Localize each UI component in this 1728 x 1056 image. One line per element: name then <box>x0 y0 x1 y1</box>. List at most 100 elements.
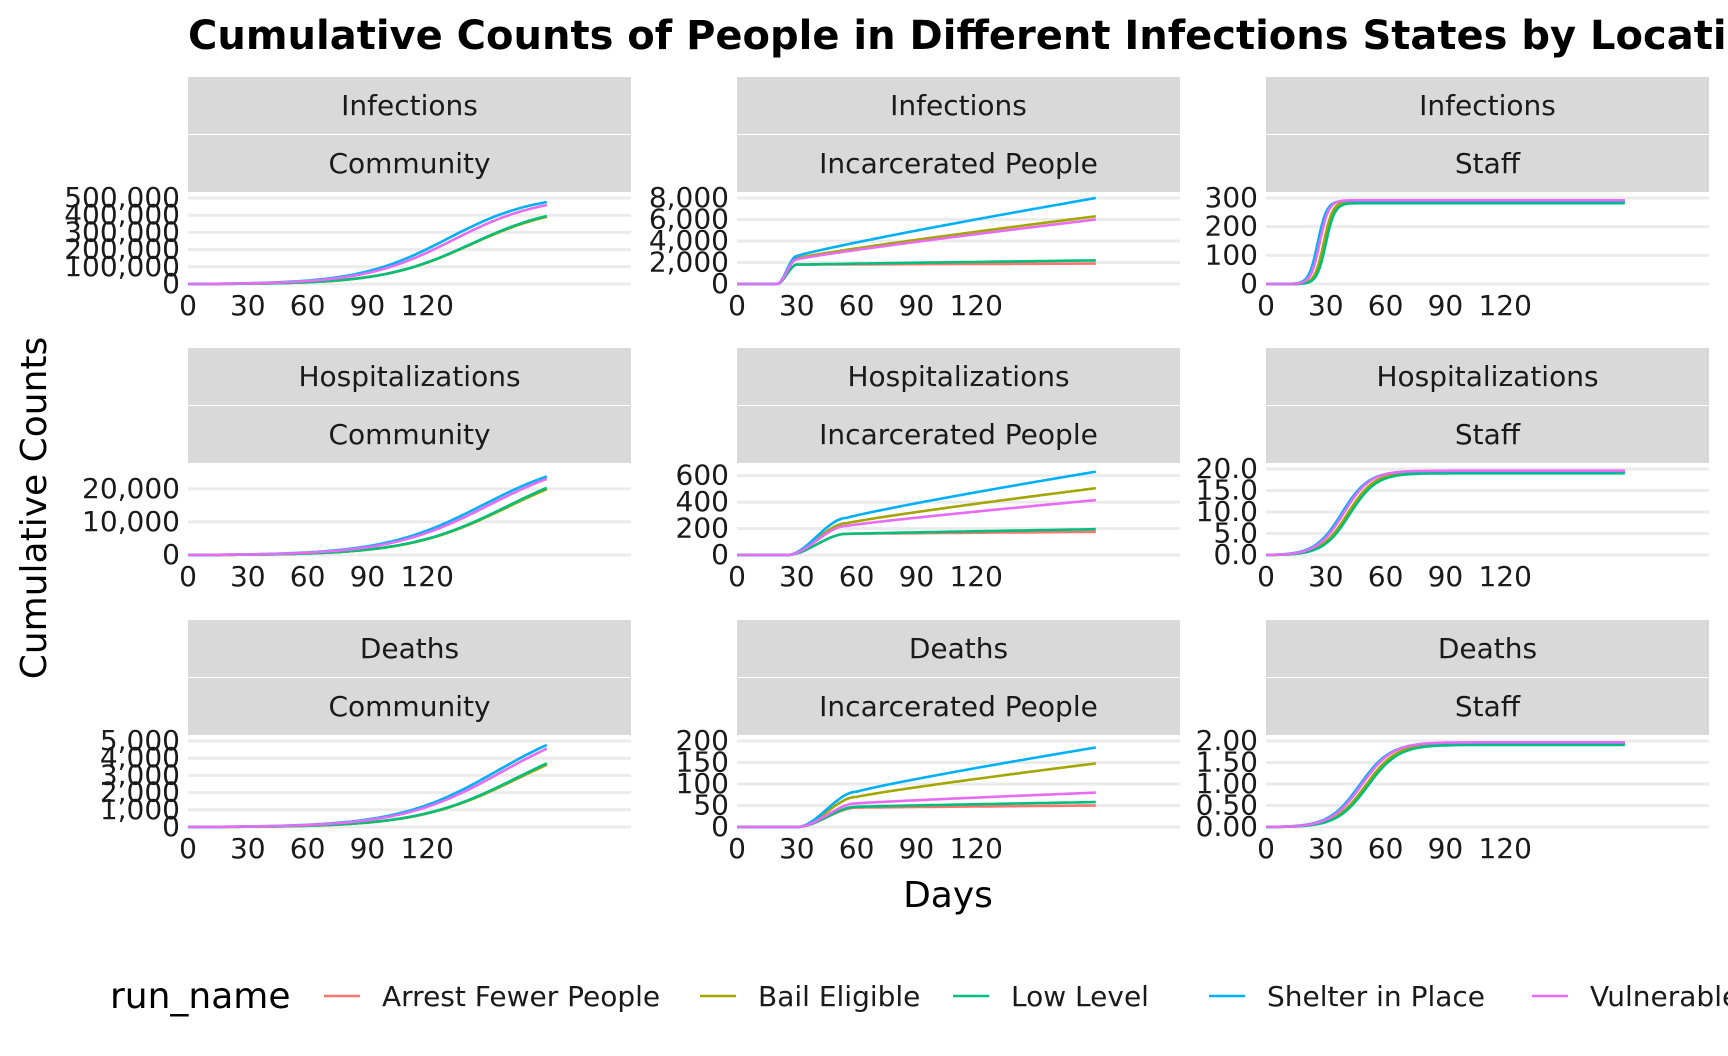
series-line-vulnerable-older-people <box>188 747 548 829</box>
x-tick-label: 0 <box>1257 289 1275 322</box>
x-tick-label: 60 <box>839 289 875 322</box>
x-tick-label: 30 <box>230 560 266 593</box>
y-tick-label: 100 <box>676 767 729 800</box>
strip-col-bg <box>188 678 631 735</box>
x-tick-label: 60 <box>839 560 875 593</box>
y-tick-label: 300,000 <box>64 215 180 248</box>
x-tick-label: 120 <box>1478 560 1531 593</box>
y-tick-label: 4,000 <box>100 741 180 774</box>
legend-label: Low Level <box>1011 980 1149 1013</box>
y-tick-label: 2.00 <box>1196 724 1258 757</box>
strip-col-bg <box>188 135 631 192</box>
x-tick-label: 60 <box>290 289 326 322</box>
x-tick-label: 120 <box>400 560 453 593</box>
strip-row-bg <box>188 77 631 134</box>
y-tick-label: 400 <box>676 485 729 518</box>
panel-grid: Infections Community 0 100,000200,000300,00… <box>64 77 1709 865</box>
legend: run_name Arrest Fewer People Bail Eligibl… <box>110 976 1728 1017</box>
x-tick-label: 30 <box>230 832 266 865</box>
strip-col-label: Incarcerated People <box>819 690 1098 723</box>
strip-col-bg <box>737 406 1180 463</box>
y-tick-label: 0.0 <box>1213 538 1258 571</box>
strip-col-label: Community <box>328 418 490 451</box>
legend-item-low-level: Low Level <box>953 980 1149 1013</box>
x-tick-label: 90 <box>1428 560 1464 593</box>
y-tick-label: 20,000 <box>82 472 180 505</box>
strip-row-label: Hospitalizations <box>298 360 520 393</box>
x-tick-label: 30 <box>779 289 815 322</box>
legend-label: Vulnerable Older People <box>1590 980 1728 1013</box>
series-line-vulnerable-older-people <box>1266 199 1625 286</box>
strip-col-label: Community <box>328 147 490 180</box>
legend-label: Bail Eligible <box>758 980 920 1013</box>
strip-col-label: Staff <box>1455 418 1521 451</box>
strip-col-label: Incarcerated People <box>819 418 1098 451</box>
series-line-bail-eligible <box>737 486 1096 557</box>
y-tick-label: 10,000 <box>82 505 180 538</box>
legend-label: Arrest Fewer People <box>382 980 660 1013</box>
y-tick-label: 5.0 <box>1213 517 1258 550</box>
x-tick-label: 0 <box>179 560 197 593</box>
y-tick-label: 10.0 <box>1196 495 1258 528</box>
strip-col-label: Incarcerated People <box>819 147 1098 180</box>
series-line-vulnerable-older-people <box>737 498 1096 557</box>
strip-row-label: Infections <box>341 89 478 122</box>
strip-row-bg <box>188 348 631 405</box>
series-line-shelter-in-place <box>737 196 1096 286</box>
x-tick-label: 0 <box>1257 560 1275 593</box>
strip-col-label: Staff <box>1455 690 1521 723</box>
strip-row-bg <box>1266 620 1709 677</box>
x-tick-label: 30 <box>230 289 266 322</box>
y-tick-label: 100,000 <box>64 250 180 283</box>
y-tick-label: 400,000 <box>64 198 180 231</box>
y-tick-label: 0.50 <box>1196 789 1258 822</box>
y-tick-label: 200 <box>676 724 729 757</box>
x-tick-label: 120 <box>400 832 453 865</box>
x-tick-label: 0 <box>728 289 746 322</box>
y-tick-label: 1,000 <box>100 793 180 826</box>
legend-item-shelter-in-place: Shelter in Place <box>1209 980 1485 1013</box>
y-tick-label: 0 <box>162 538 180 571</box>
x-tick-label: 30 <box>779 832 815 865</box>
series-line-vulnerable-older-people <box>1266 469 1625 557</box>
y-tick-label: 0 <box>1240 267 1258 300</box>
y-tick-label: 0 <box>162 810 180 843</box>
legend-item-vulnerable-older-people: Vulnerable Older People <box>1532 980 1728 1013</box>
strip-row-bg <box>1266 77 1709 134</box>
y-tick-label: 15.0 <box>1196 474 1258 507</box>
x-tick-label: 90 <box>350 560 386 593</box>
panel-deaths-staff: Deaths Staff 0.000.501.001.502.00 0 30 60 90 12… <box>1196 620 1709 865</box>
panel-deaths-community: DeathsCommunity01,0002,0003,0004,0005,00… <box>100 620 631 865</box>
legend-title: run_name <box>110 976 291 1017</box>
x-tick-label: 60 <box>839 832 875 865</box>
y-tick-label: 2,000 <box>100 776 180 809</box>
y-tick-label: 300 <box>1205 181 1258 214</box>
x-tick-label: 120 <box>1478 289 1531 322</box>
y-tick-label: 200,000 <box>64 233 180 266</box>
x-tick-label: 90 <box>1428 289 1464 322</box>
series-line-vulnerable-older-people <box>737 791 1096 829</box>
legend-item-bail-eligible: Bail Eligible <box>700 980 920 1013</box>
x-tick-label: 120 <box>949 832 1002 865</box>
strip-col-bg <box>188 406 631 463</box>
y-tick-label: 50 <box>693 789 729 822</box>
x-tick-label: 30 <box>1308 832 1344 865</box>
x-axis-title: Days <box>903 875 993 916</box>
x-tick-label: 30 <box>779 560 815 593</box>
y-tick-label: 5,000 <box>100 724 180 757</box>
strip-row-bg <box>1266 348 1709 405</box>
strip-row-label: Infections <box>890 89 1027 122</box>
series-line-vulnerable-older-people <box>1266 741 1625 829</box>
x-tick-label: 90 <box>899 289 935 322</box>
x-tick-label: 90 <box>899 560 935 593</box>
series-line-low-level <box>1266 472 1625 557</box>
x-tick-label: 60 <box>1368 560 1404 593</box>
x-tick-label: 90 <box>899 832 935 865</box>
y-tick-label: 0 <box>711 538 729 571</box>
y-tick-label: 1.50 <box>1196 746 1258 779</box>
y-tick-label: 200 <box>676 512 729 545</box>
